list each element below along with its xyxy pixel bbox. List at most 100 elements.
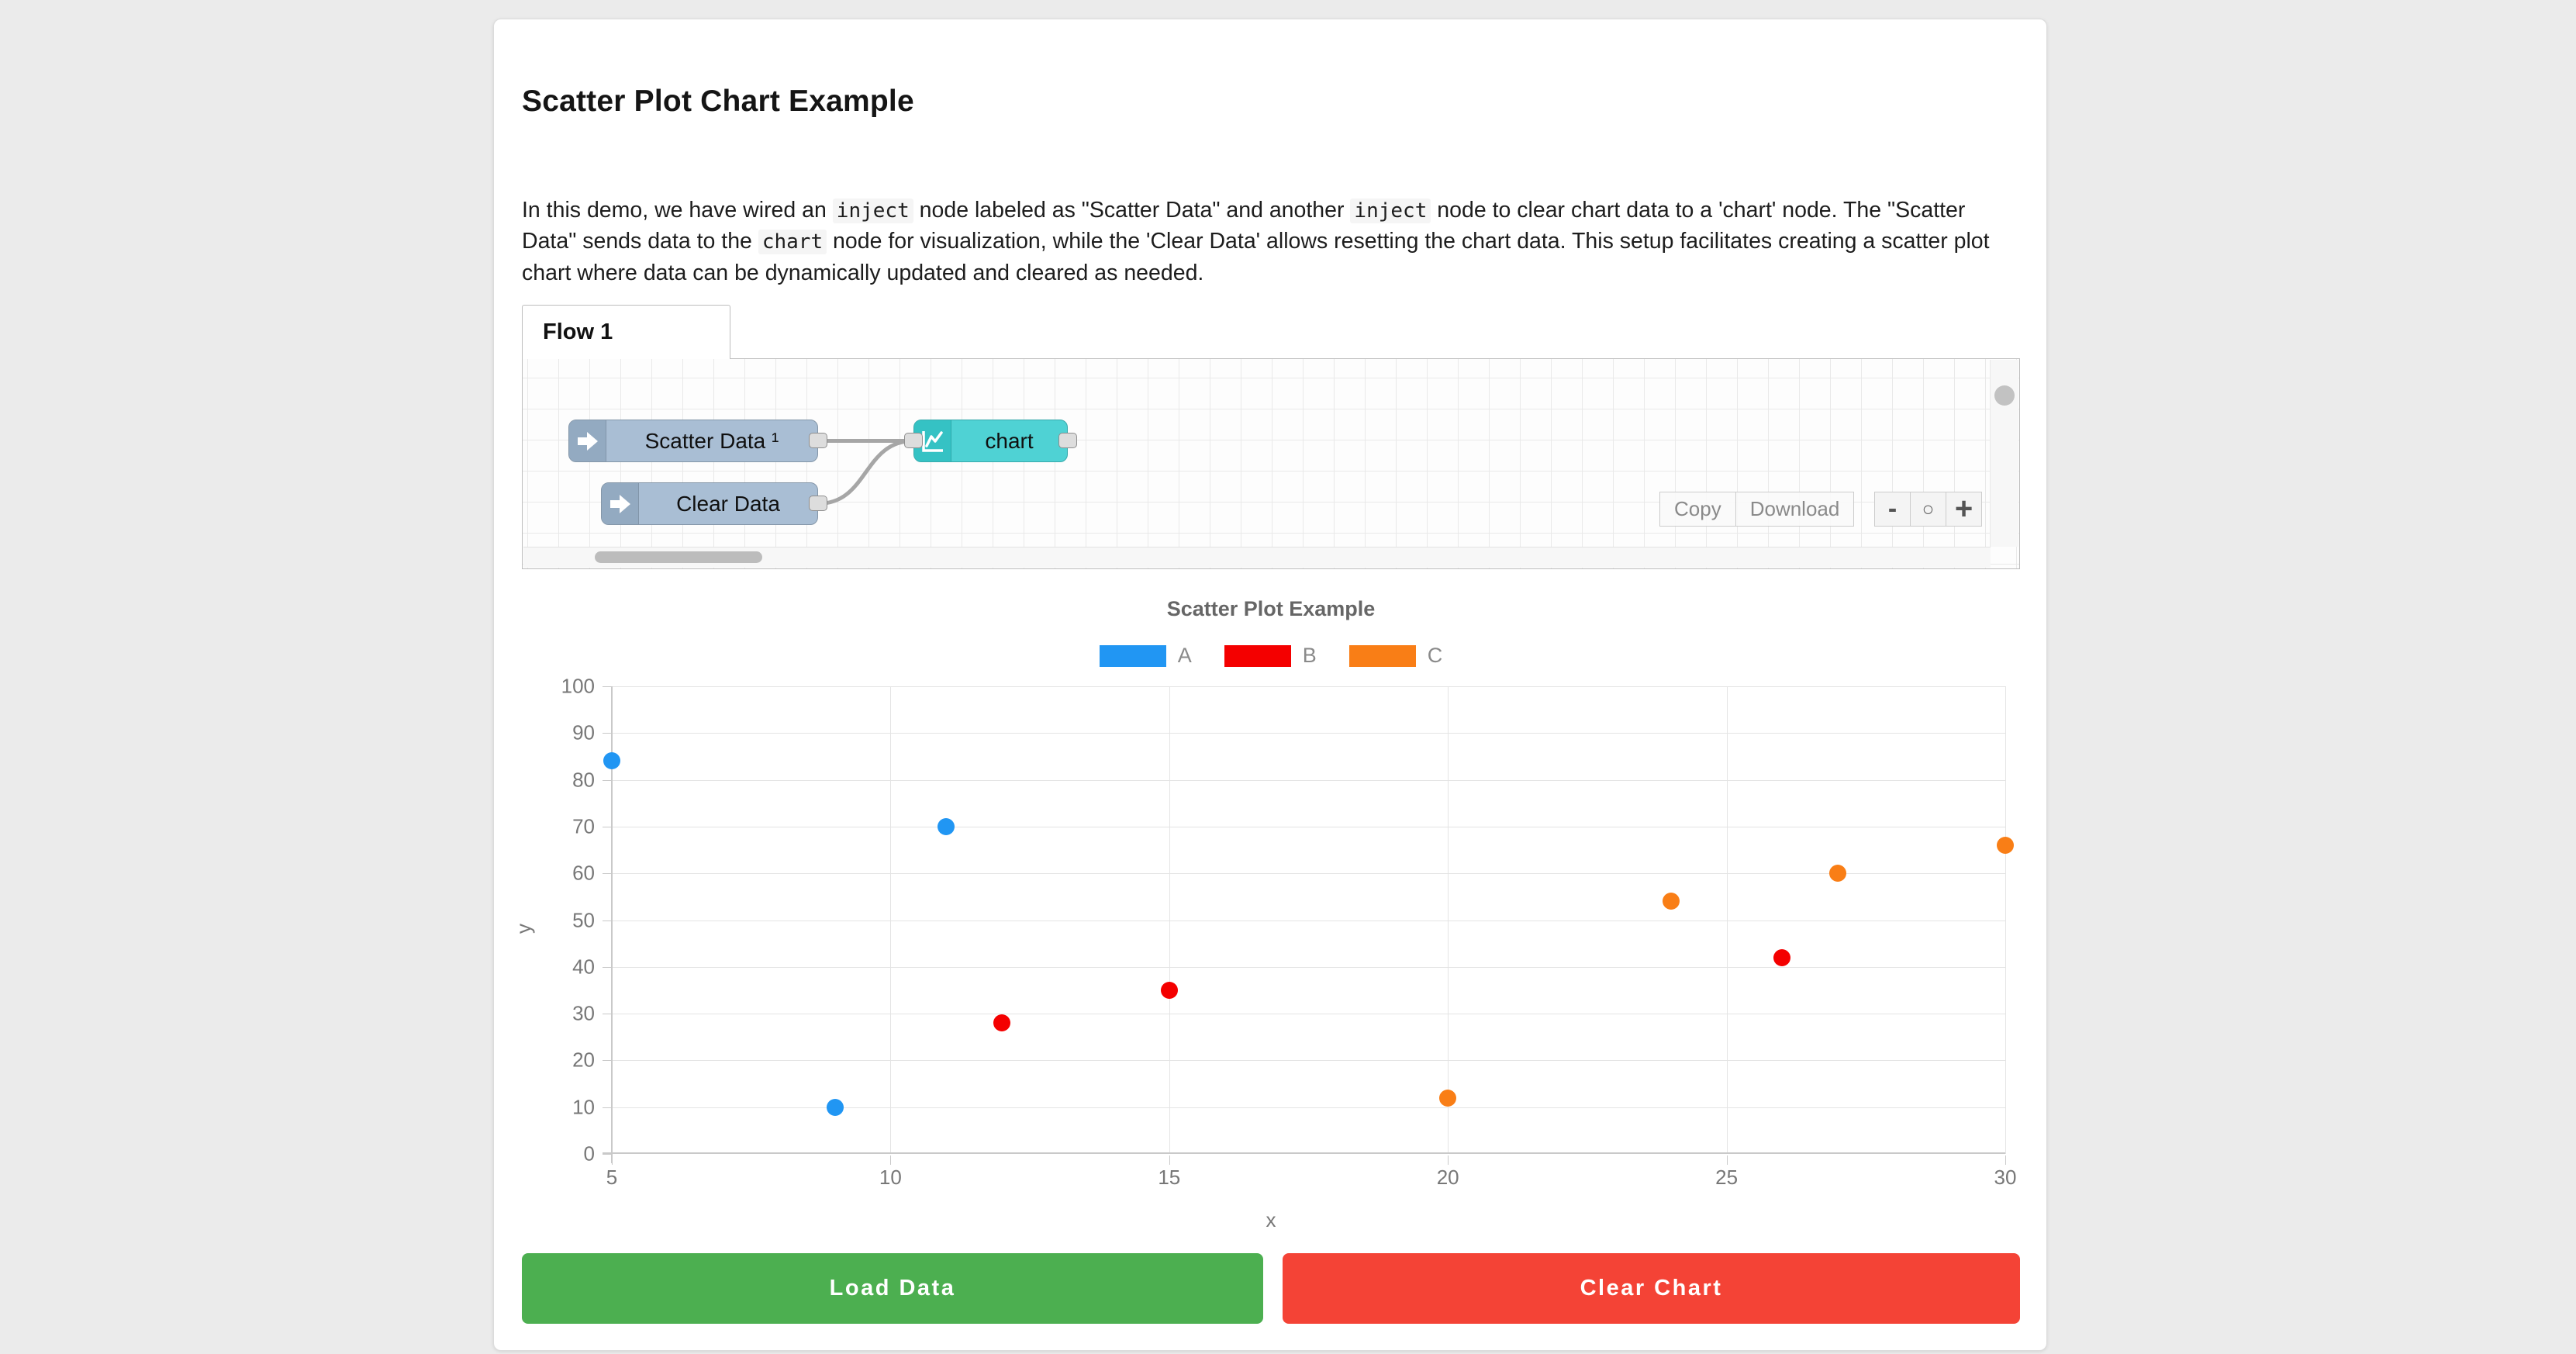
input-port[interactable] — [904, 433, 923, 448]
scatter-point — [603, 752, 620, 770]
x-tick-mark — [890, 1155, 892, 1165]
y-tick-label: 10 — [572, 1095, 595, 1119]
x-axis-label: x — [1266, 1208, 1276, 1231]
y-tick-mark — [603, 966, 612, 968]
node-chart[interactable]: chart — [904, 420, 1077, 462]
plot-area: 5 10 15 20 25 30 0 10 20 30 40 50 60 70 80 90 100 — [561, 675, 2017, 1190]
legend-item[interactable]: C — [1348, 644, 1442, 668]
legend-item[interactable]: A — [1099, 644, 1192, 668]
y-tick-label: 80 — [572, 768, 595, 792]
flow-toolbar: Copy Download — [1659, 492, 1855, 527]
flow-canvas[interactable]: Scatter Data ¹ Clear Data — [522, 358, 2020, 569]
legend-swatch — [1224, 644, 1291, 667]
line-chart-icon — [921, 430, 943, 452]
gridline-horizontal — [612, 1060, 2005, 1062]
x-tick-label: 5 — [606, 1166, 618, 1189]
node-label: Clear Data — [676, 491, 780, 516]
x-tick-label: 25 — [1715, 1166, 1739, 1189]
x-tick-label: 20 — [1436, 1166, 1459, 1189]
legend-item[interactable]: B — [1224, 644, 1317, 668]
scatter-point — [1997, 837, 2014, 855]
legend-label: B — [1302, 644, 1317, 667]
x-tick-mark — [2005, 1155, 2006, 1165]
inject-arrow-icon — [609, 494, 630, 513]
x-tick-mark — [1169, 1155, 1170, 1165]
output-port[interactable] — [809, 496, 827, 511]
legend-swatch — [1348, 644, 1416, 667]
x-tick-mark — [1448, 1155, 1449, 1165]
y-tick-label: 20 — [572, 1048, 595, 1072]
x-tick-label: 30 — [1994, 1166, 2017, 1189]
output-port[interactable] — [1058, 433, 1077, 448]
flow-tab-label: Flow 1 — [543, 320, 613, 344]
inline-code-inject: inject — [832, 198, 913, 223]
y-tick-mark — [603, 873, 612, 875]
y-axis-label: y — [512, 924, 535, 934]
scatter-point — [1439, 1089, 1457, 1107]
download-button[interactable]: Download — [1735, 492, 1855, 527]
intro-text: In this demo, we have wired an — [522, 197, 833, 223]
intro-text: node to clear chart data to a 'chart' no… — [522, 197, 1966, 254]
y-tick-mark — [603, 686, 612, 687]
intro-paragraph: In this demo, we have wired an inject no… — [522, 195, 2020, 289]
node-scatter-data[interactable]: Scatter Data ¹ — [568, 420, 827, 462]
gridline-vertical — [2005, 686, 2006, 1154]
inline-code-inject: inject — [1350, 198, 1431, 223]
gridline-horizontal — [612, 733, 2005, 734]
chart-title: Scatter Plot Example — [1166, 597, 1376, 620]
gridline-horizontal — [612, 966, 2005, 968]
vertical-scrollbar-thumb[interactable] — [1994, 385, 2015, 406]
horizontal-scrollbar-thumb[interactable] — [595, 551, 762, 563]
y-tick-label: 30 — [572, 1001, 595, 1025]
y-tick-label: 50 — [572, 908, 595, 931]
y-tick-label: 100 — [561, 674, 595, 698]
scatter-chart: Scatter Plot Example A B C 5 10 15 20 25 30 0 10 2… — [512, 592, 2020, 1253]
chart-legend: A B C — [522, 644, 2020, 668]
node-clear-data[interactable]: Clear Data — [601, 482, 827, 525]
page-title: Scatter Plot Chart Example — [522, 85, 914, 118]
vertical-scrollbar-track[interactable] — [1990, 360, 2018, 547]
y-tick-label: 70 — [572, 814, 595, 838]
content-card: Scatter Plot Chart Example In this demo,… — [493, 19, 2047, 1351]
wire-clear-to-chart — [816, 439, 916, 506]
clear-chart-button[interactable]: Clear Chart — [1283, 1253, 2020, 1324]
scatter-point — [993, 1014, 1011, 1032]
gridline-horizontal — [612, 779, 2005, 781]
scatter-point — [1773, 948, 1791, 966]
inline-code-chart: chart — [758, 230, 827, 254]
load-data-button[interactable]: Load Data — [522, 1253, 1263, 1324]
x-tick-label: 15 — [1158, 1166, 1181, 1189]
y-tick-mark — [603, 1107, 612, 1108]
copy-button[interactable]: Copy — [1659, 492, 1736, 527]
legend-label: A — [1177, 644, 1192, 667]
zoom-controls: - ○ + — [1874, 492, 1982, 527]
y-axis-line — [611, 686, 613, 1163]
inject-arrow-icon — [577, 431, 598, 451]
x-tick-label: 10 — [879, 1166, 902, 1189]
y-tick-label: 0 — [583, 1142, 595, 1166]
zoom-reset-button[interactable]: ○ — [1910, 492, 1946, 527]
gridline-horizontal — [612, 1107, 2005, 1108]
y-tick-label: 90 — [572, 720, 595, 744]
horizontal-scrollbar-track[interactable] — [523, 547, 1991, 568]
y-tick-label: 40 — [572, 955, 595, 979]
zoom-in-button[interactable]: + — [1946, 492, 1982, 527]
y-tick-mark — [603, 733, 612, 734]
inject-icon-area — [602, 483, 639, 524]
scatter-point — [826, 1098, 844, 1116]
flow-viewer: Flow 1 Scatter Data ¹ — [522, 305, 2020, 569]
flow-wires — [816, 439, 916, 506]
scatter-point — [1829, 865, 1847, 883]
flow-tab[interactable]: Flow 1 — [522, 305, 730, 359]
y-tick-mark — [603, 779, 612, 781]
y-tick-label: 60 — [572, 861, 595, 885]
intro-text: node labeled as "Scatter Data" and anoth… — [913, 197, 1351, 223]
legend-swatch — [1099, 644, 1166, 667]
output-port[interactable] — [809, 433, 827, 448]
scatter-point — [1662, 893, 1680, 910]
scatter-point — [1160, 981, 1178, 999]
action-buttons: Load Data Clear Chart — [522, 1253, 2020, 1324]
zoom-out-button[interactable]: - — [1874, 492, 1911, 527]
x-axis-line — [603, 1152, 2005, 1154]
